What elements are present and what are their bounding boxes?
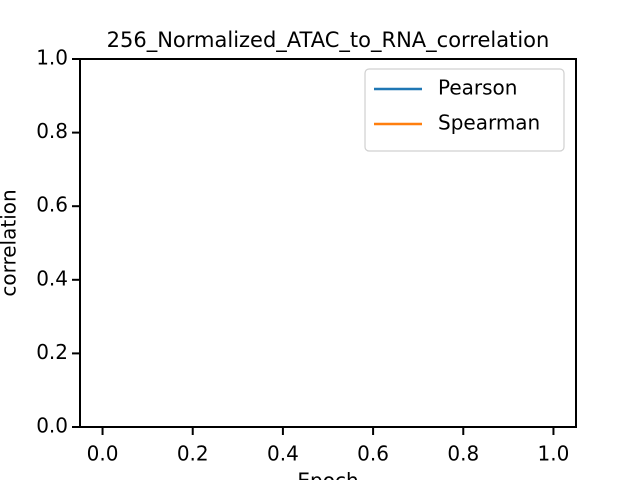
y-tick-label: 0.0 <box>36 414 68 438</box>
x-tick-label: 1.0 <box>538 442 570 466</box>
legend-label: Pearson <box>438 76 517 100</box>
y-tick-label: 0.6 <box>36 193 68 217</box>
x-tick-label: 0.2 <box>177 442 209 466</box>
y-tick-label: 1.0 <box>36 46 68 70</box>
y-tick-label: 0.8 <box>36 119 68 143</box>
y-tick-label: 0.4 <box>36 266 68 290</box>
x-tick-label: 0.4 <box>267 442 299 466</box>
legend-label: Spearman <box>438 111 540 135</box>
chart-title: 256_Normalized_ATAC_to_RNA_correlation <box>107 28 550 53</box>
plot-frame <box>79 58 577 428</box>
y-tick-label: 0.2 <box>36 340 68 364</box>
x-axis-label: Epoch <box>297 469 358 480</box>
x-tick-label: 0.0 <box>87 442 119 466</box>
x-tick-label: 0.6 <box>357 442 389 466</box>
x-tick-label: 0.8 <box>447 442 479 466</box>
y-axis-label: correlation <box>0 189 21 296</box>
